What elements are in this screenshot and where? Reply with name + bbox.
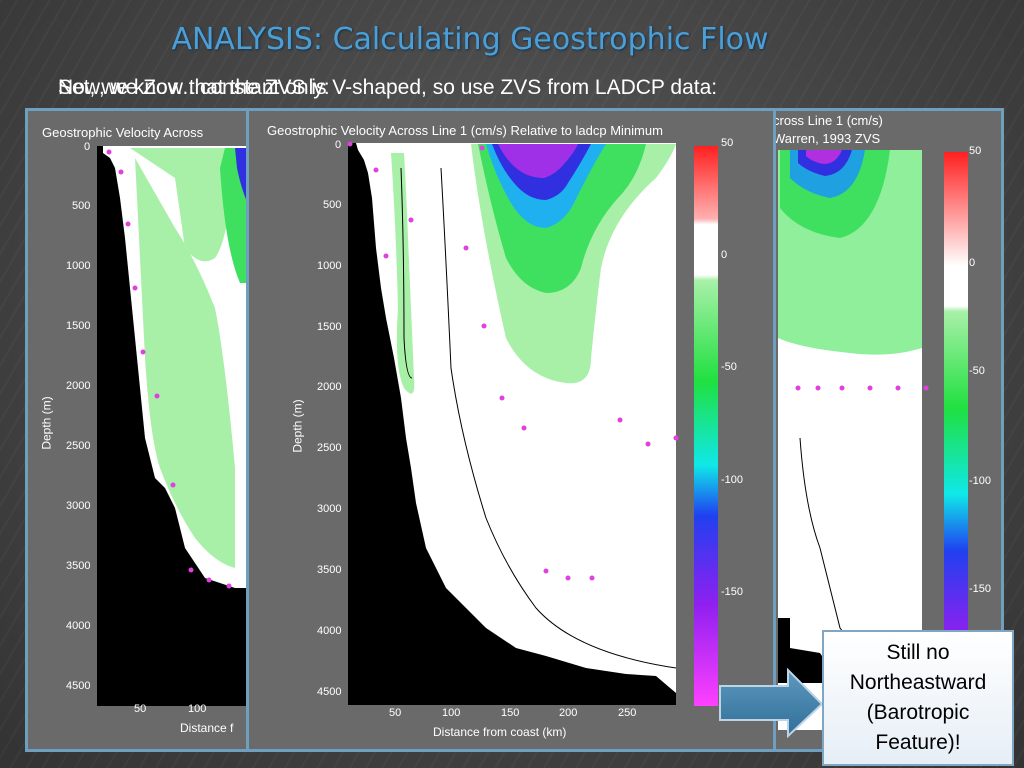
center-ytick: 0 bbox=[335, 139, 342, 151]
center-ytick: 3500 bbox=[317, 564, 342, 576]
left-xtick: 50 bbox=[134, 703, 147, 715]
right-plot-canvas bbox=[778, 150, 968, 730]
callout-text: Still no Northeastward (Barotropic Featu… bbox=[849, 641, 987, 754]
left-ytick: 4500 bbox=[66, 680, 91, 692]
center-colorbar-tick: 50 bbox=[721, 137, 734, 149]
left-ytick: 4000 bbox=[66, 620, 91, 632]
right-colorbar-tick: -50 bbox=[969, 365, 985, 377]
callout-box: Still no Northeastward (Barotropic Featu… bbox=[822, 630, 1014, 766]
center-colorbar-tick: -100 bbox=[721, 474, 744, 486]
left-plot-xlabel: Distance f bbox=[180, 721, 234, 735]
slide-title: ANALYSIS: Calculating Geostrophic Flow bbox=[171, 22, 769, 57]
left-plot-ylabel: Depth (m) bbox=[39, 396, 54, 450]
right-colorbar-tick: 0 bbox=[969, 257, 976, 269]
left-ytick: 1500 bbox=[66, 320, 91, 332]
left-xtick: 100 bbox=[188, 703, 207, 715]
center-plot-canvas bbox=[347, 141, 718, 706]
center-plot-ylabel: Depth (m) bbox=[290, 399, 305, 453]
center-ytick: 2000 bbox=[317, 381, 342, 393]
left-ytick: 500 bbox=[72, 200, 91, 212]
left-plot-canvas bbox=[97, 146, 255, 706]
left-ytick: 3500 bbox=[66, 560, 91, 572]
left-ytick: 2500 bbox=[66, 440, 91, 452]
center-plot-title: Geostrophic Velocity Across Line 1 (cm/s… bbox=[267, 123, 663, 138]
right-colorbar-tick: -100 bbox=[969, 475, 992, 487]
subtitle-text-a: Set, we know that the ZVS is V-shaped, s… bbox=[58, 76, 718, 99]
center-colorbar-tick: -150 bbox=[721, 586, 744, 598]
right-plot-title-line1: cross Line 1 (cm/s) bbox=[773, 113, 883, 128]
right-plot-title-line2: Warren, 1993 ZVS bbox=[773, 131, 881, 146]
center-xtick: 150 bbox=[501, 707, 520, 719]
center-ytick: 1000 bbox=[317, 260, 342, 272]
left-ytick: 1000 bbox=[66, 260, 91, 272]
center-plot-frame: Geostrophic Velocity Across Line 1 (cm/s… bbox=[246, 108, 776, 752]
center-xtick: 50 bbox=[389, 707, 402, 719]
subtitle-text-b: Now, we Zov... constant only: bbox=[58, 76, 330, 99]
left-ytick: 0 bbox=[84, 141, 91, 153]
left-ytick: 3000 bbox=[66, 500, 91, 512]
center-xtick: 100 bbox=[442, 707, 461, 719]
right-plot-frame: cross Line 1 (cm/s) Warren, 1993 ZVS 50 … bbox=[760, 108, 1004, 752]
center-xtick: 200 bbox=[559, 707, 578, 719]
center-ytick: 500 bbox=[323, 199, 342, 211]
center-ytick: 1500 bbox=[317, 321, 342, 333]
left-ytick: 2000 bbox=[66, 380, 91, 392]
center-ytick: 3000 bbox=[317, 503, 342, 515]
center-ytick: 2500 bbox=[317, 442, 342, 454]
right-colorbar-tick: -150 bbox=[969, 583, 992, 595]
center-plot-xlabel: Distance from coast (km) bbox=[433, 725, 567, 739]
left-plot-frame: Geostrophic Velocity Across 0 500 1000 1… bbox=[25, 108, 255, 752]
center-colorbar-tick: -50 bbox=[721, 361, 737, 373]
center-ytick: 4500 bbox=[317, 686, 342, 698]
left-plot-title: Geostrophic Velocity Across bbox=[42, 125, 204, 140]
right-colorbar-tick: 50 bbox=[969, 145, 982, 157]
center-ytick: 4000 bbox=[317, 625, 342, 637]
center-xtick: 250 bbox=[618, 707, 637, 719]
center-colorbar-tick: 0 bbox=[721, 249, 728, 261]
right-arrow-icon bbox=[719, 668, 824, 738]
